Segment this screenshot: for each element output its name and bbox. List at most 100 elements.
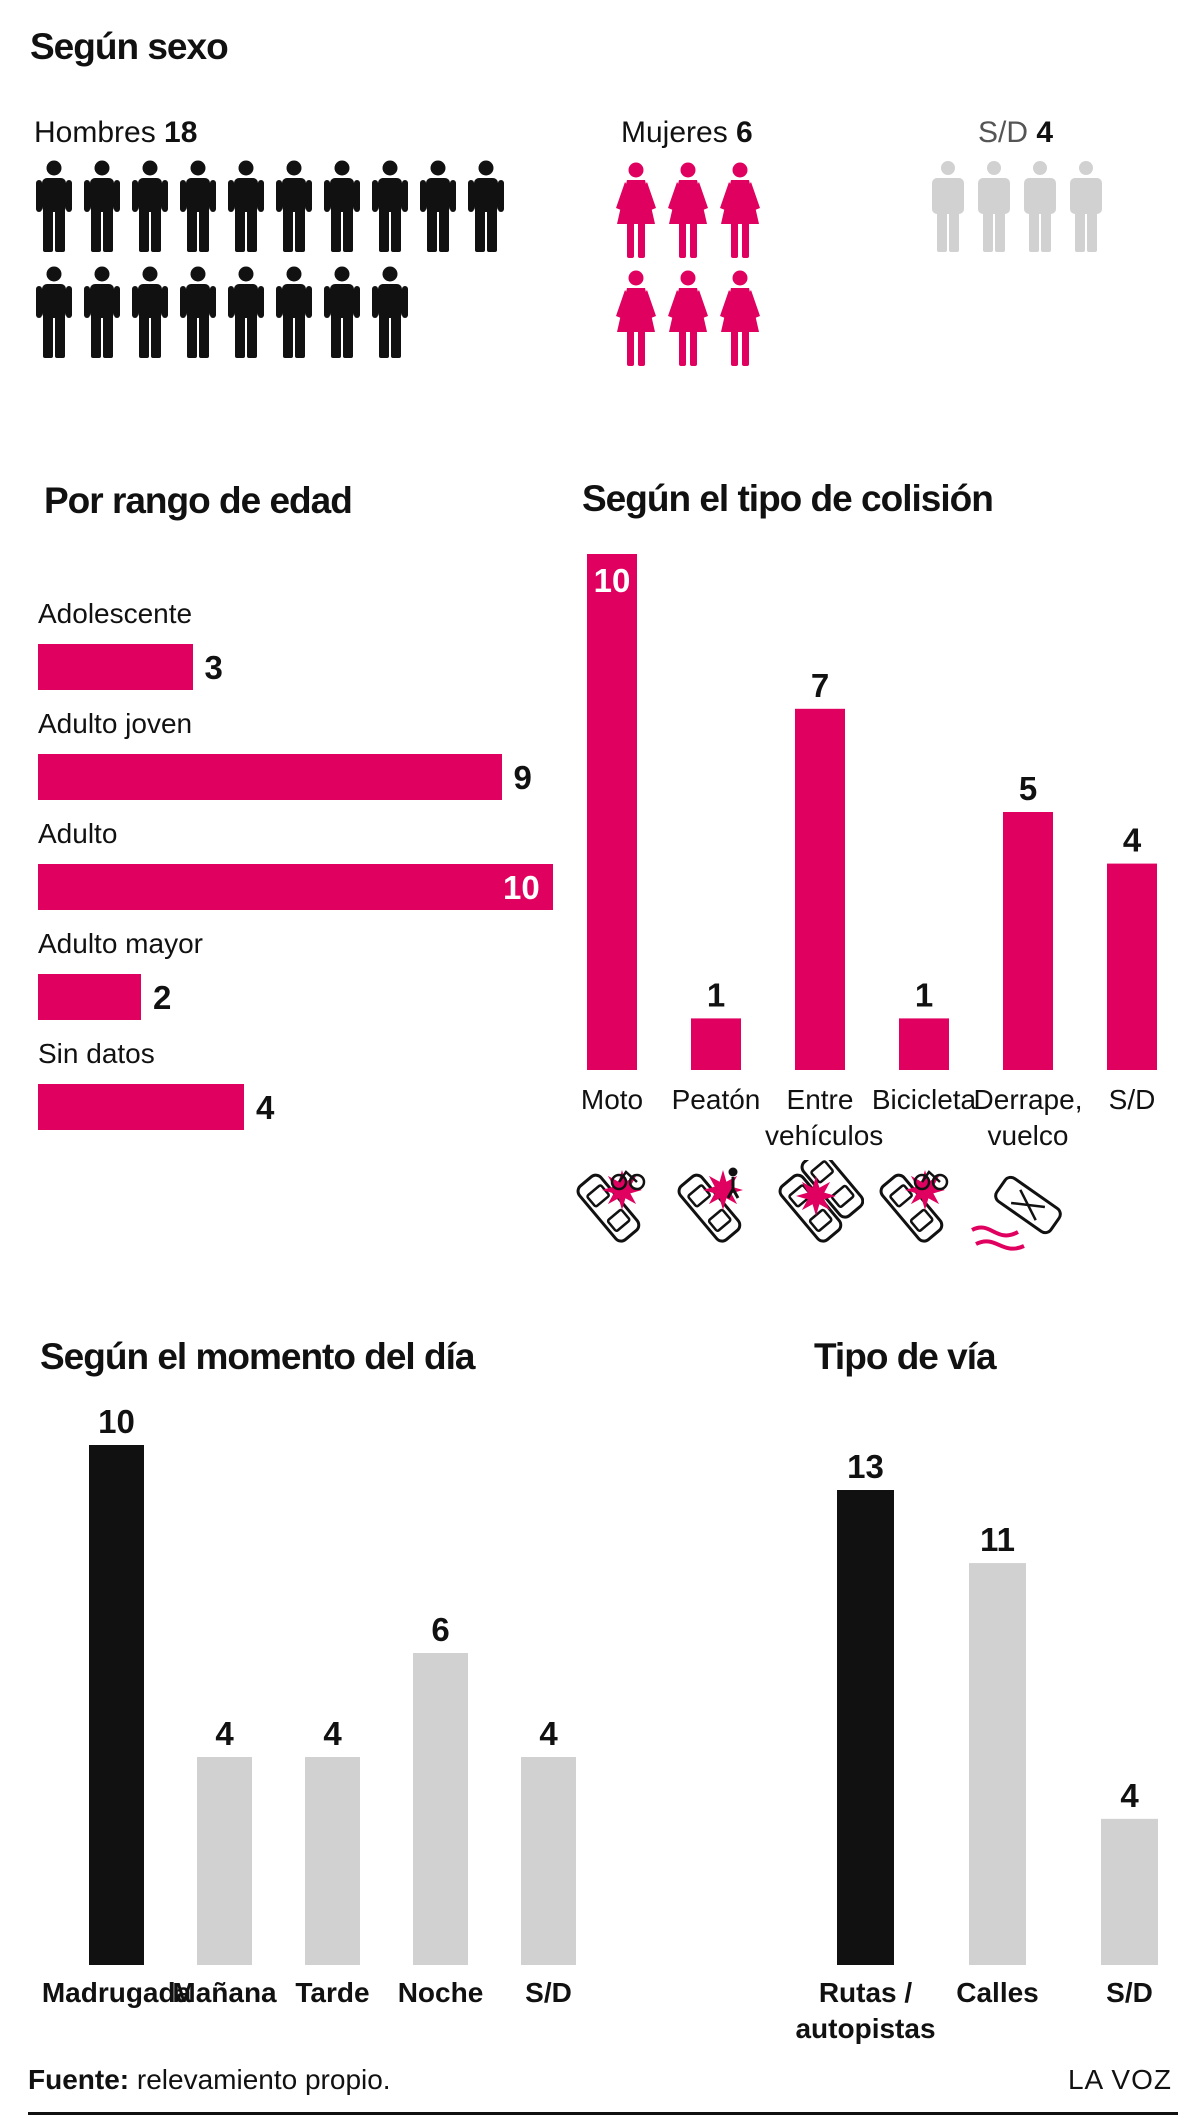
collision-title: Según el tipo de colisión <box>582 478 994 519</box>
collision-category-label-line: vehículos <box>765 1120 884 1151</box>
collision-category-label: Bicicleta <box>869 1082 979 1118</box>
collision-category-label: Derrape, vuelco <box>973 1082 1083 1154</box>
time-of-day-title: Según el momento del día <box>40 1336 475 1377</box>
time-of-day-category-label-line: Tarde <box>295 1977 370 2008</box>
man-icon <box>36 160 84 252</box>
time-of-day-category-label: Noche <box>366 1975 516 2011</box>
age-category-label: Sin datos <box>38 1038 155 1069</box>
time-of-day-value-label: 4 <box>215 1715 234 1752</box>
time-of-day-bar <box>305 1757 360 1965</box>
age-bar <box>38 644 193 690</box>
time-of-day-value-label: 4 <box>323 1715 342 1752</box>
collision-bar <box>587 554 637 1070</box>
age-row: Adulto 10 <box>38 818 553 910</box>
road-type-bar <box>969 1563 1026 1965</box>
time-of-day-category-label: Tarde <box>258 1975 408 2011</box>
man-icon <box>468 160 516 252</box>
man-icon <box>36 266 84 358</box>
age-bar <box>38 864 553 910</box>
road-type-bar <box>1101 1818 1158 1965</box>
age-row: Adulto joven 9 <box>38 708 532 800</box>
person-icon <box>1024 160 1070 252</box>
collision-category-label-line: Derrape, <box>973 1084 1083 1115</box>
age-value-label: 9 <box>513 759 532 796</box>
time-of-day-category-label-line: Madrugada <box>41 1977 192 2008</box>
time-of-day-category-label-line: Mañana <box>172 1977 277 2008</box>
person-icon <box>932 160 978 252</box>
gender-title: Según sexo <box>30 26 229 67</box>
age-row: Adolescente 3 <box>38 598 223 690</box>
man-icon <box>276 266 324 358</box>
women-figures <box>614 162 770 366</box>
age-bar <box>38 1084 244 1130</box>
collision-value-label: 10 <box>594 562 631 599</box>
collision-value-label: 4 <box>1123 822 1142 859</box>
age-value-label: 2 <box>153 979 172 1016</box>
time-of-day-category-label-line: Noche <box>397 1977 484 2008</box>
car-motorcycle-crash-icon <box>562 1160 662 1265</box>
age-bar-row: 3 <box>38 644 223 690</box>
collision-bar <box>691 1018 741 1070</box>
woman-icon <box>718 162 770 258</box>
time-of-day-value-label: 4 <box>539 1715 558 1752</box>
collision-category-label-line: Bicicleta <box>871 1084 977 1115</box>
man-icon <box>132 160 180 252</box>
unknown-sex-label: S/D 4 <box>978 116 1053 150</box>
man-icon <box>228 266 276 358</box>
road-type-title: Tipo de vía <box>814 1336 997 1377</box>
time-of-day-bar-chart: 10 4 4 6 4 <box>89 1403 576 1965</box>
collision-value-label: 1 <box>707 976 725 1013</box>
road-type-category-label-line: Calles <box>956 1977 1039 2008</box>
age-value-label: 4 <box>256 1089 275 1126</box>
woman-icon <box>614 162 666 258</box>
age-value-label: 3 <box>204 649 223 686</box>
unknown-sex-count: 4 <box>1036 116 1054 149</box>
collision-bar <box>1107 863 1157 1070</box>
men-label: Hombres 18 <box>34 116 197 150</box>
men-count: 18 <box>164 116 198 149</box>
man-icon <box>324 160 372 252</box>
age-row: Adulto mayor 2 <box>38 928 203 1020</box>
man-icon <box>180 266 228 358</box>
age-bar-row: 10 <box>38 864 553 910</box>
unknown-sex-label-text: S/D <box>978 116 1029 149</box>
source-text: relevamiento propio. <box>136 2064 391 2095</box>
man-icon <box>132 266 180 358</box>
person-icon <box>1070 160 1116 252</box>
collision-bar-chart: 10 1 7 1 5 4 <box>587 554 1157 1070</box>
men-label-text: Hombres <box>34 116 156 149</box>
collision-bar <box>899 1018 949 1070</box>
collision-value-label: 7 <box>811 667 829 704</box>
road-type-category-label: Rutas / autopistas <box>781 1975 951 2047</box>
age-category-label: Adulto joven <box>38 708 193 739</box>
road-type-value-label: 13 <box>847 1448 884 1485</box>
age-value-label: 10 <box>503 869 540 906</box>
collision-category-label-line: Entre <box>786 1084 854 1115</box>
road-type-bar-chart: 13 11 4 <box>837 1448 1158 1965</box>
man-icon <box>276 160 324 252</box>
unknown-sex-figures <box>932 160 1116 252</box>
collision-category-label-line: Moto <box>580 1084 644 1115</box>
car-bicycle-crash-icon <box>865 1160 965 1265</box>
collision-category-label: S/D <box>1077 1082 1187 1118</box>
brand-logo-text: LA VOZ <box>1067 2064 1172 2095</box>
man-icon <box>180 160 228 252</box>
age-bar-row: 2 <box>38 974 203 1020</box>
woman-icon <box>718 270 770 366</box>
collision-value-label: 5 <box>1019 770 1037 807</box>
age-bar <box>38 754 502 800</box>
time-of-day-value-label: 6 <box>431 1611 449 1648</box>
women-count: 6 <box>736 116 753 149</box>
collision-category-label-line: Peatón <box>671 1084 761 1115</box>
age-title: Por rango de edad <box>44 480 353 521</box>
time-of-day-bar <box>521 1757 576 1965</box>
man-icon <box>420 160 468 252</box>
collision-category-label: Peatón <box>661 1082 771 1118</box>
time-of-day-category-label: Mañana <box>150 1975 300 2011</box>
age-category-label: Adulto mayor <box>38 928 203 959</box>
men-figures <box>36 160 516 358</box>
age-bar-row: 9 <box>38 754 532 800</box>
road-type-category-label-line: autopistas <box>795 2013 936 2044</box>
time-of-day-bar <box>89 1445 144 1965</box>
man-icon <box>84 266 132 358</box>
